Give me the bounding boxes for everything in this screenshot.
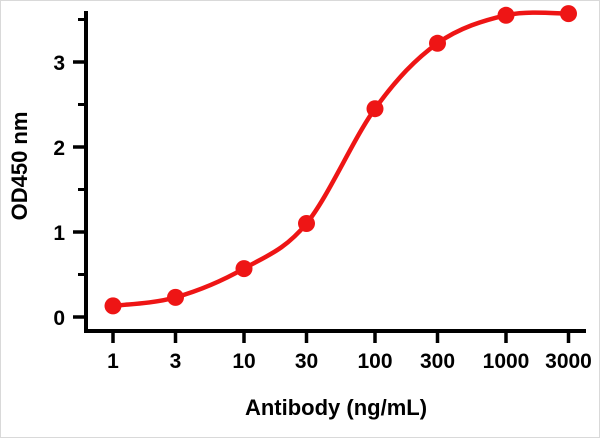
data-point (429, 34, 446, 52)
y-axis-title: OD450 nm (7, 112, 32, 221)
data-point (560, 5, 577, 23)
data-point (497, 6, 515, 24)
data-point (104, 297, 122, 315)
x-tick-label: 3000 (545, 350, 592, 373)
x-tick-label: 10 (232, 350, 255, 373)
data-point (235, 260, 253, 278)
y-tick-label: 3 (53, 52, 65, 75)
x-tick-label: 1 (107, 350, 119, 373)
dose-response-curve (110, 10, 571, 309)
x-tick-label: 300 (420, 350, 455, 373)
x-axis-title: Antibody (ng/mL) (245, 395, 427, 420)
data-point (298, 215, 315, 232)
x-tick-label: 1000 (483, 350, 530, 373)
x-tick-label: 3 (170, 350, 182, 373)
x-tick-label: 30 (295, 350, 318, 373)
plot-area: 1 3 10 30 100 300 1000 3000 0 1 2 3 (53, 5, 592, 373)
y-tick-label: 0 (53, 307, 65, 330)
x-tick-label: 100 (357, 350, 392, 373)
y-tick-label: 2 (53, 137, 65, 160)
data-point (366, 100, 384, 118)
y-tick-label: 1 (53, 222, 65, 245)
data-point (167, 288, 184, 306)
